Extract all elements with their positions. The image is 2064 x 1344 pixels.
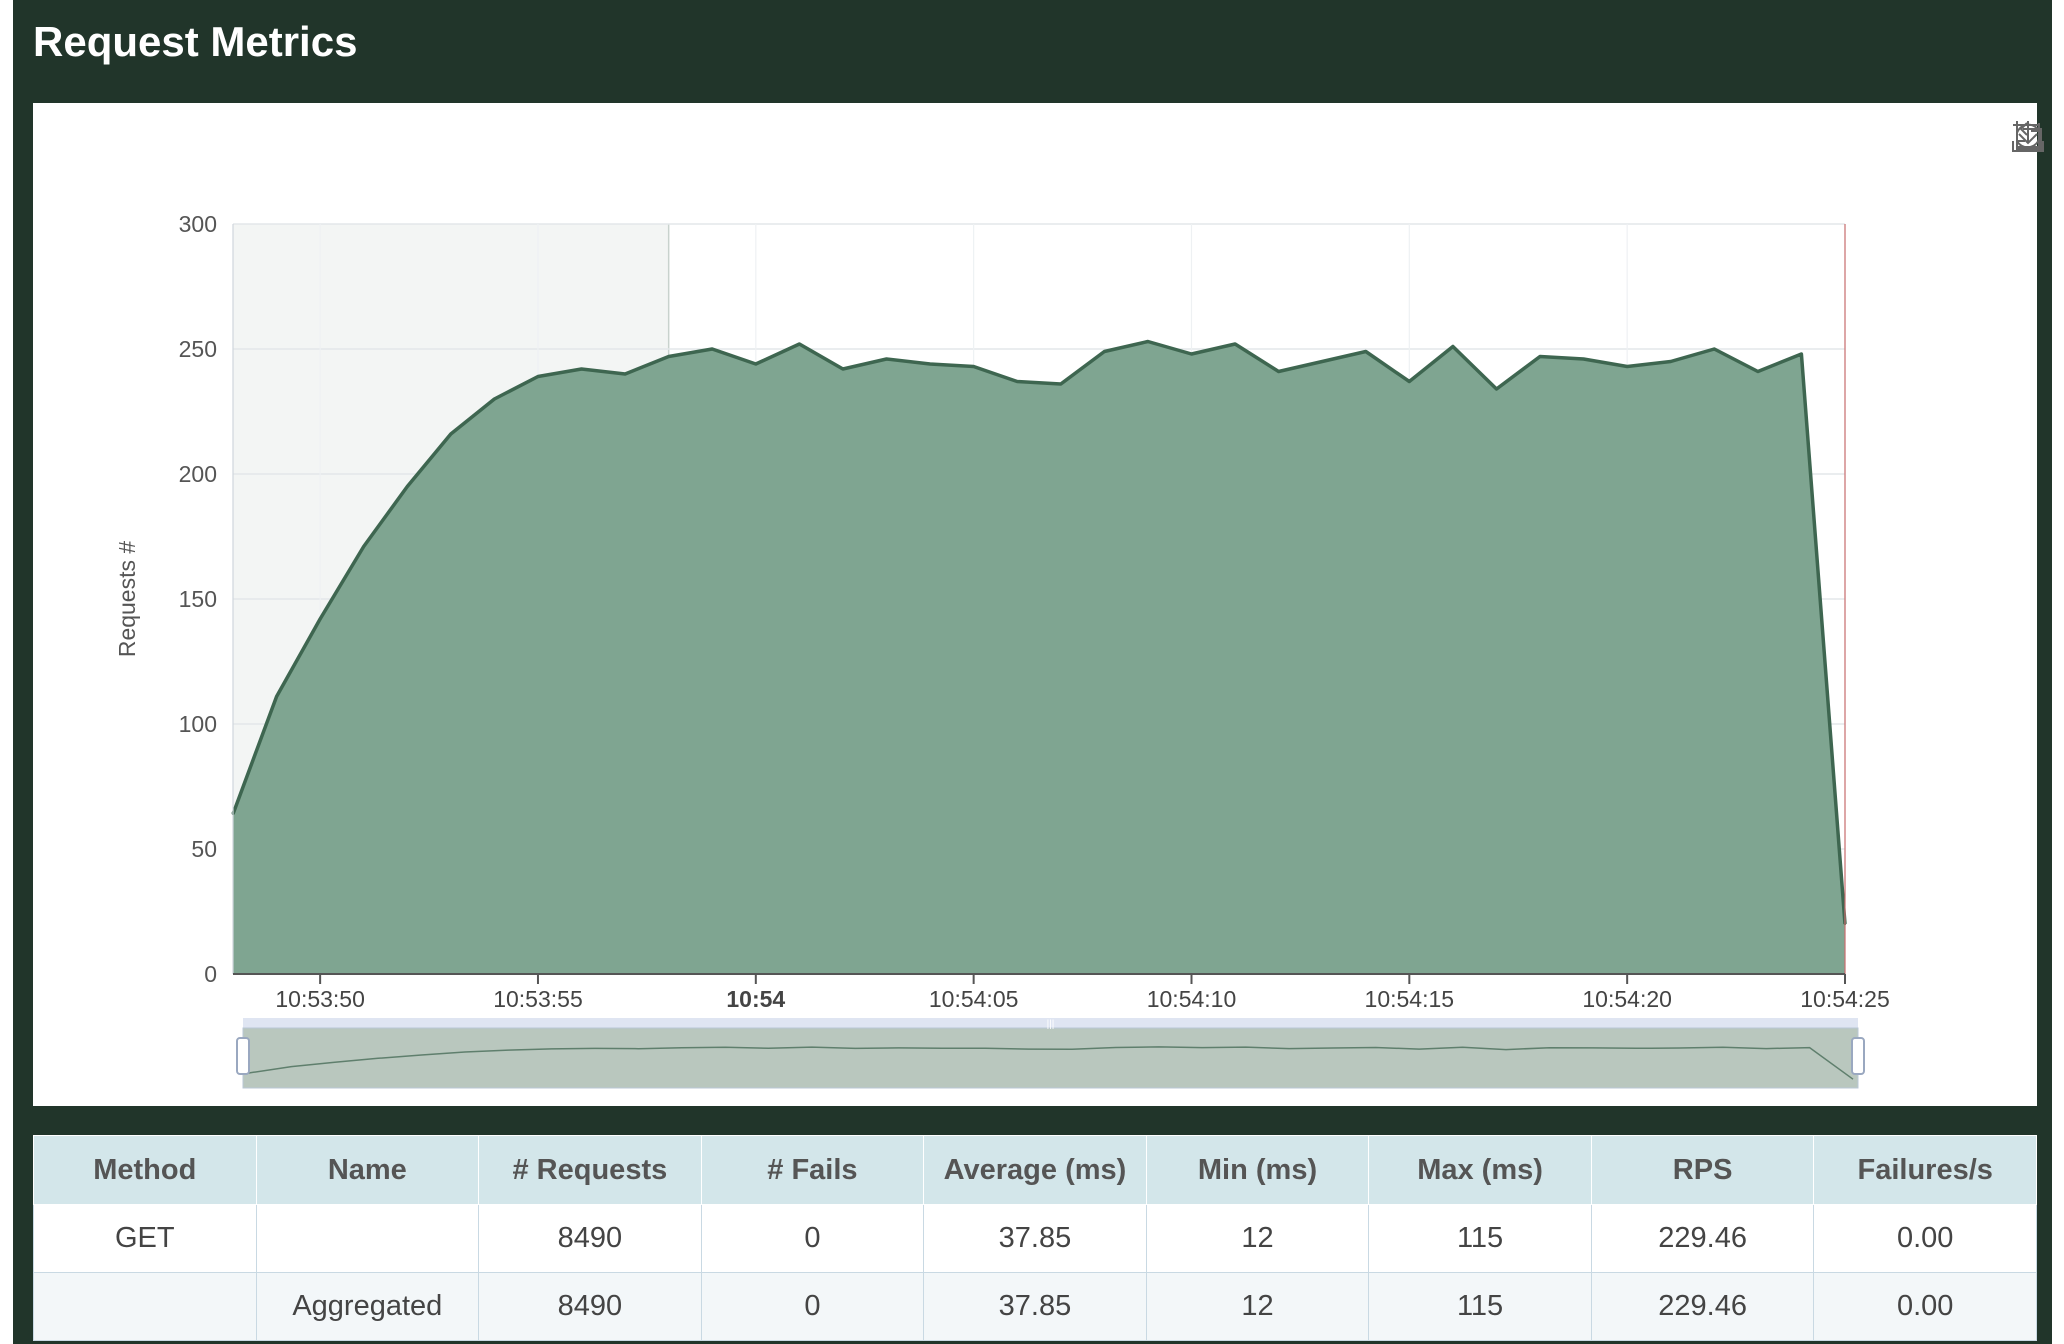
x-tick-label: 10:53:55 bbox=[493, 986, 583, 1012]
zoom-slider-preview-line bbox=[247, 1046, 1854, 1080]
cell-fails: 0 bbox=[700, 1204, 925, 1273]
data-point bbox=[1059, 382, 1063, 386]
cell-min: 12 bbox=[1145, 1204, 1370, 1273]
data-point bbox=[1408, 380, 1411, 383]
x-tick-label: 10:54:05 bbox=[929, 986, 1019, 1012]
stats-table: Method Name # Requests # Fails Average (… bbox=[33, 1135, 2037, 1341]
data-point bbox=[1626, 365, 1629, 368]
cell-max: 115 bbox=[1368, 1204, 1592, 1273]
data-point bbox=[1364, 350, 1368, 353]
column-header-max[interactable]: Max (ms) bbox=[1368, 1135, 1592, 1205]
cell-failures-per-sec: 0.00 bbox=[1813, 1204, 2037, 1273]
cell-method: GET bbox=[33, 1204, 257, 1273]
column-header-method[interactable]: Method bbox=[33, 1135, 257, 1205]
data-point bbox=[1103, 350, 1106, 353]
cell-failures-per-sec: 0.00 bbox=[1813, 1272, 2037, 1341]
y-tick-label: 50 bbox=[191, 836, 217, 862]
data-point bbox=[885, 357, 888, 361]
data-point bbox=[1582, 357, 1585, 361]
data-point bbox=[841, 367, 845, 371]
data-point bbox=[798, 342, 801, 346]
series-area bbox=[233, 341, 1845, 974]
zoom-handle-right[interactable] bbox=[1851, 1037, 1865, 1075]
zoom-slider-window bbox=[242, 1027, 1859, 1089]
zoom-slider-grip: ||| bbox=[1047, 1019, 1055, 1030]
cell-rps: 229.46 bbox=[1590, 1272, 1815, 1341]
x-tick-label: 10:54:10 bbox=[1147, 986, 1237, 1012]
requests-area-chart: 0 50 100 150 200 250 300 Requests # 10:53:50 10:5… bbox=[114, 211, 1890, 1089]
series-line bbox=[231, 339, 1847, 925]
x-tick-label: 10:53:50 bbox=[275, 986, 365, 1012]
data-point bbox=[318, 617, 322, 621]
data-point bbox=[1756, 370, 1760, 373]
cell-average: 37.85 bbox=[923, 1272, 1147, 1341]
data-point bbox=[362, 545, 365, 548]
data-point bbox=[275, 695, 278, 698]
zoom-handle-left[interactable] bbox=[236, 1037, 250, 1075]
data-point bbox=[754, 362, 757, 366]
column-header-average[interactable]: Average (ms) bbox=[923, 1135, 1147, 1205]
column-header-fails[interactable]: # Fails bbox=[700, 1135, 925, 1205]
cell-method bbox=[33, 1272, 257, 1341]
table-row: GET 8490 0 37.85 12 115 229.46 0.00 bbox=[33, 1204, 2037, 1273]
column-header-name[interactable]: Name bbox=[255, 1135, 480, 1205]
cell-min: 12 bbox=[1145, 1272, 1370, 1341]
data-point bbox=[1451, 345, 1455, 348]
data-point bbox=[1800, 352, 1803, 356]
cell-max: 115 bbox=[1368, 1272, 1592, 1341]
data-point bbox=[1146, 340, 1150, 343]
y-tick-label: 150 bbox=[179, 586, 217, 612]
y-tick-label: 250 bbox=[179, 336, 217, 362]
cell-rps: 229.46 bbox=[1590, 1204, 1815, 1273]
column-header-failures-per-sec[interactable]: Failures/s bbox=[1813, 1135, 2037, 1205]
data-point bbox=[928, 362, 932, 366]
data-point bbox=[623, 372, 627, 376]
data-point bbox=[1233, 342, 1237, 346]
data-point bbox=[1321, 360, 1324, 363]
y-tick-label: 300 bbox=[179, 211, 217, 237]
y-axis-label: Requests # bbox=[114, 541, 140, 658]
x-tick-label: 10:54:20 bbox=[1582, 986, 1672, 1012]
download-icon[interactable] bbox=[2009, 117, 2047, 155]
data-point bbox=[1016, 380, 1019, 383]
data-point bbox=[536, 375, 540, 378]
x-tick-label: 10:54:15 bbox=[1365, 986, 1455, 1012]
cell-name bbox=[255, 1204, 480, 1273]
data-point bbox=[449, 432, 452, 436]
x-tick-label: 10:54 bbox=[726, 986, 785, 1012]
data-point bbox=[972, 365, 975, 368]
data-point bbox=[711, 347, 714, 351]
cell-fails: 0 bbox=[700, 1272, 925, 1341]
data-point bbox=[580, 367, 583, 371]
data-point bbox=[1495, 387, 1498, 391]
y-tick-label: 100 bbox=[179, 711, 217, 737]
stats-table-container: Method Name # Requests # Fails Average (… bbox=[33, 1135, 2037, 1341]
data-point bbox=[406, 485, 409, 488]
data-point bbox=[1190, 352, 1193, 356]
table-header-row: Method Name # Requests # Fails Average (… bbox=[33, 1135, 2037, 1205]
data-point bbox=[1538, 355, 1542, 358]
cell-average: 37.85 bbox=[923, 1204, 1147, 1273]
data-point bbox=[667, 355, 670, 358]
y-tick-label: 0 bbox=[204, 961, 217, 987]
column-header-requests[interactable]: # Requests bbox=[478, 1135, 702, 1205]
column-header-rps[interactable]: RPS bbox=[1590, 1135, 1815, 1205]
column-header-min[interactable]: Min (ms) bbox=[1145, 1135, 1370, 1205]
cell-requests: 8490 bbox=[478, 1272, 702, 1341]
x-tick-label: 10:54:25 bbox=[1800, 986, 1890, 1012]
chart-panel: 0 50 100 150 200 250 300 Requests # 10:53:50 10:5… bbox=[33, 103, 2044, 1106]
table-row: Aggregated 8490 0 37.85 12 115 229.46 0.… bbox=[33, 1272, 2037, 1341]
zoom-slider-top-bar bbox=[243, 1018, 1858, 1030]
data-point bbox=[1277, 370, 1280, 373]
cell-name: Aggregated bbox=[255, 1272, 480, 1341]
page-title: Request Metrics bbox=[33, 18, 358, 65]
cell-requests: 8490 bbox=[478, 1204, 702, 1273]
data-point bbox=[1669, 360, 1672, 363]
data-point bbox=[1713, 347, 1716, 351]
y-tick-label: 200 bbox=[179, 461, 217, 487]
data-point bbox=[493, 397, 496, 401]
